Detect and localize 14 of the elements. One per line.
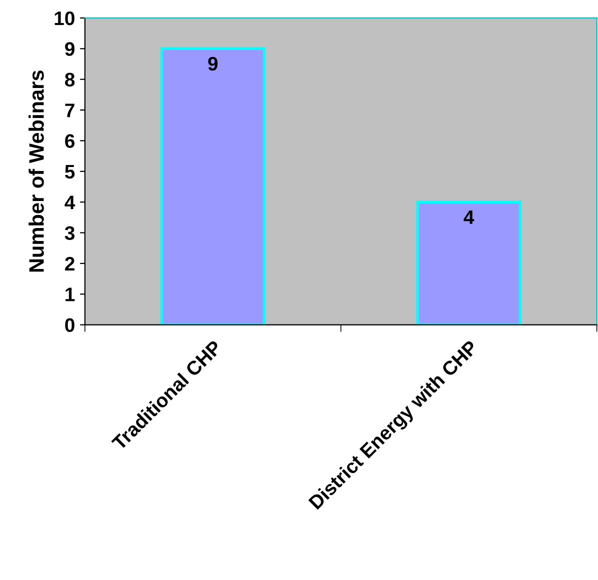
y-tick-label: 2 [65, 256, 74, 270]
y-tick-label: 9 [65, 42, 74, 56]
y-tick-label: 6 [65, 134, 74, 148]
data-label: 4 [464, 210, 474, 224]
y-tick-label: 0 [65, 318, 74, 332]
y-tick-label: 1 [66, 288, 75, 302]
data-label: 9 [208, 56, 218, 71]
y-tick-label: 8 [65, 72, 75, 87]
y-tick-label: 4 [64, 196, 76, 210]
y-axis-title: Number of Webinars [28, 70, 44, 272]
y-tick-label: 7 [65, 104, 74, 118]
y-tick-label: 5 [64, 165, 75, 179]
y-tick-label: 3 [64, 226, 74, 240]
y-tick-label: 10 [54, 11, 74, 26]
